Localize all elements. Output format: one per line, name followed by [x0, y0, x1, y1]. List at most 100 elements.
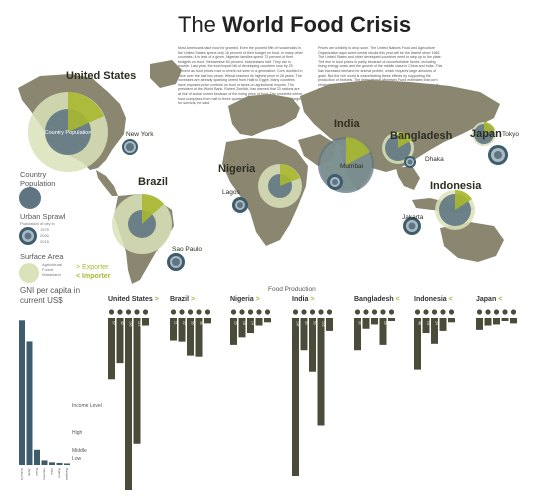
- greenland-shape: [150, 60, 182, 88]
- food-bar-value-label: 25: [383, 321, 387, 325]
- food-production-bar: [309, 318, 316, 372]
- food-bar-value-label: 42: [120, 321, 124, 325]
- world-map: Country Population: [18, 60, 508, 284]
- india-exporter-wedge: [346, 137, 370, 165]
- legend-surface-forest: Forest: [42, 267, 54, 272]
- food-crop-icon: [502, 309, 508, 315]
- food-country-name: United States: [108, 296, 155, 303]
- food-production-bar: [142, 318, 149, 326]
- gni-chart: United States Japan Brazil Indonesia India Ni…: [19, 320, 70, 480]
- legend-year-2015: 2015: [40, 239, 49, 244]
- food-crop-icon: [301, 309, 307, 315]
- legend-surface-agricultural: Agricultural: [42, 262, 63, 267]
- food-country-header: United States >: [108, 296, 159, 303]
- nigeria-exporter-wedge: [280, 164, 300, 186]
- food-country-header: Bangladesh <: [354, 296, 400, 303]
- food-country-name: Indonesia: [414, 296, 449, 303]
- food-production-bar: [300, 318, 308, 351]
- food-trade-arrow: <: [395, 296, 400, 303]
- food-crop-icon: [318, 309, 324, 315]
- food-production-bar: [510, 318, 517, 324]
- food-trade-arrow: >: [154, 296, 159, 303]
- legend-surface-area: Surface Area: [20, 252, 64, 261]
- food-crop-icon: [448, 309, 455, 315]
- food-trade-arrow: <: [498, 296, 503, 303]
- gni-bar-japan: [26, 341, 33, 465]
- food-crop-icon: [264, 309, 271, 315]
- food-crop-icon: [179, 309, 185, 315]
- food-production-bar: [388, 318, 395, 321]
- food-production-bar: [170, 318, 177, 341]
- sao-paulo-urban-inner: [172, 258, 180, 266]
- food-production-bar: [476, 318, 483, 330]
- food-production-chart: 57 42 160 117 21 22 35 36 25 18 14 147 30 50 100 30 25 48…: [108, 309, 517, 490]
- food-crop-icon: [309, 309, 316, 315]
- food-crop-icon: [493, 309, 500, 315]
- gni-income-level: Income Level: [72, 403, 102, 409]
- food-crop-icon: [247, 309, 254, 315]
- food-production-bar: [187, 318, 194, 356]
- food-production-bar: [116, 318, 124, 364]
- food-production-bar: [414, 318, 421, 370]
- bangladesh-importer-wedge: [398, 131, 412, 148]
- food-crop-icon: [187, 309, 194, 315]
- map-label-united-states: United States: [66, 70, 137, 82]
- food-country-header: Indonesia <: [414, 296, 453, 303]
- food-country-name: Japan: [476, 296, 499, 303]
- food-country-header: India >: [292, 296, 314, 303]
- food-bar-value-label: 30: [304, 321, 308, 325]
- food-production-bar: [317, 318, 325, 426]
- gni-tick-label: Nigeria: [58, 468, 62, 478]
- food-trade-arrow: >: [310, 296, 315, 303]
- map-label-nigeria: Nigeria: [218, 163, 256, 175]
- japan-importer-wedge: [484, 122, 495, 134]
- map-label-sao-paulo: Sao Paulo: [172, 246, 202, 253]
- food-country-header: Brazil >: [170, 296, 195, 303]
- food-production-bar: [125, 318, 132, 490]
- gni-heading: GNI per capita in current US$: [20, 286, 81, 305]
- food-crop-icon: [204, 309, 211, 315]
- map-label-indonesia: Indonesia: [430, 180, 482, 192]
- food-crop-icon: [485, 309, 491, 315]
- legend-year-2000: 2000: [40, 233, 49, 238]
- food-bar-value-label: 35: [191, 321, 195, 325]
- food-crop-icon: [354, 309, 361, 315]
- food-production-bar: [204, 318, 211, 324]
- mumbai-urban-inner: [332, 179, 338, 185]
- jakarta-urban-inner: [408, 222, 416, 230]
- food-production-bar: [255, 318, 263, 326]
- food-production-bar: [264, 318, 271, 323]
- gni-high: High: [72, 430, 83, 436]
- food-bar-value-label: 14: [251, 321, 255, 325]
- food-crop-icon: [239, 309, 245, 315]
- food-crop-icon: [423, 309, 429, 315]
- gni-bar-bangladesh: [64, 463, 70, 465]
- food-crop-icon: [292, 309, 299, 315]
- gni-tick-label: Brazil: [35, 468, 39, 476]
- food-production-bar: [422, 318, 430, 334]
- food-bar-value-label: 18: [242, 321, 246, 325]
- food-trade-arrow: <: [448, 296, 453, 303]
- food-production-bar: [371, 318, 378, 325]
- gni-bar-united-states: [19, 320, 25, 465]
- food-production-bar: [238, 318, 246, 338]
- intro-text-left: Most Americans take food for granted. Ev…: [178, 46, 303, 106]
- food-production-bar: [292, 318, 299, 477]
- australia-shape: [440, 222, 504, 262]
- food-bar-value-label: 147: [296, 321, 300, 327]
- food-country-name: India: [292, 296, 311, 303]
- food-crop-icon: [431, 309, 438, 315]
- food-bar-value-label: 48: [418, 321, 422, 325]
- food-crop-icon: [125, 309, 132, 315]
- food-crop-icon: [196, 309, 202, 315]
- map-label-lagos: Lagos: [222, 189, 240, 196]
- gni-low: Low: [72, 456, 82, 462]
- food-crop-icon: [388, 309, 395, 315]
- gni-tick-label: Japan: [28, 468, 32, 477]
- new-york-urban-inner: [126, 143, 134, 151]
- food-crop-icon: [117, 309, 123, 315]
- food-crop-icon: [476, 309, 483, 315]
- europe-shape: [228, 94, 300, 136]
- food-production-bar: [195, 318, 203, 357]
- legend-surface-wasteland: Wasteland: [42, 272, 61, 277]
